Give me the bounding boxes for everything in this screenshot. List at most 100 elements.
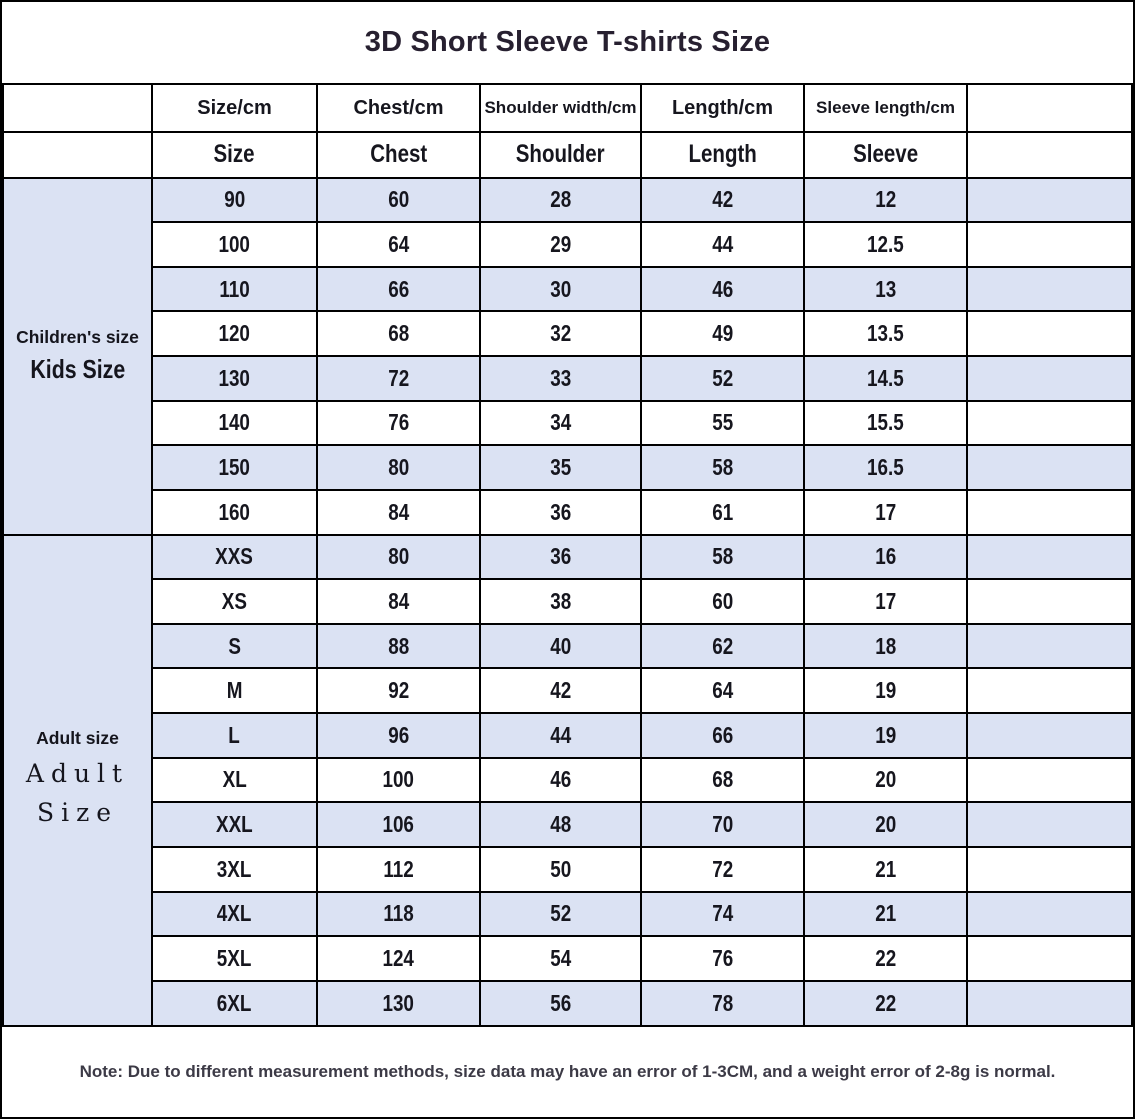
header-size: Size bbox=[151, 130, 318, 179]
size-cell-value: 140 bbox=[218, 409, 251, 436]
size-cell-value: 160 bbox=[218, 498, 251, 525]
size-cell: 46 bbox=[640, 265, 805, 313]
size-cell-value: 12 bbox=[875, 186, 896, 213]
size-cell-value: 36 bbox=[550, 543, 571, 570]
size-cell: 92 bbox=[316, 667, 481, 715]
size-cell: 160 bbox=[151, 488, 318, 536]
size-cell-value: 22 bbox=[875, 989, 896, 1016]
size-cell-value: 68 bbox=[712, 766, 733, 793]
size-cell-value: 36 bbox=[550, 498, 571, 525]
empty-cell bbox=[966, 578, 1133, 625]
size-cell-value: 118 bbox=[383, 900, 414, 927]
size-cell-value: 34 bbox=[550, 409, 571, 436]
size-cell: 13 bbox=[803, 265, 968, 313]
size-cell: 88 bbox=[316, 622, 481, 670]
size-cell: 46 bbox=[479, 756, 642, 804]
header-length-cm: Length/cm bbox=[640, 83, 805, 133]
empty-cell bbox=[966, 221, 1133, 268]
size-cell-value: 42 bbox=[550, 677, 571, 704]
header-shoulder-cm: Shoulder width/cm bbox=[479, 83, 642, 133]
size-cell: 5XL bbox=[151, 935, 318, 982]
size-cell-value: 20 bbox=[875, 766, 896, 793]
size-cell: 96 bbox=[316, 712, 481, 759]
size-cell: 16 bbox=[803, 533, 968, 581]
size-cell-value: 76 bbox=[388, 409, 409, 436]
size-cell: 76 bbox=[640, 935, 805, 982]
size-cell-value: 76 bbox=[712, 944, 733, 971]
size-cell: 52 bbox=[640, 355, 805, 402]
header-chest-cm: Chest/cm bbox=[316, 83, 481, 133]
empty-cell bbox=[966, 533, 1133, 581]
group-label-cell: Children's size Kids Size bbox=[2, 176, 153, 536]
size-cell-value: 52 bbox=[712, 364, 733, 391]
group-label-cell: Adult size Adult Size bbox=[2, 533, 153, 1027]
size-cell: 80 bbox=[316, 533, 481, 581]
size-cell: 3XL bbox=[151, 845, 318, 893]
size-cell: 38 bbox=[479, 578, 642, 625]
size-cell-value: 35 bbox=[550, 454, 571, 481]
size-cell: 58 bbox=[640, 444, 805, 491]
table-row: L 96 44 66 19 bbox=[3, 712, 1133, 759]
size-cell-value: 124 bbox=[382, 944, 415, 971]
size-cell: 124 bbox=[316, 935, 481, 982]
size-cell-value: 28 bbox=[550, 186, 571, 213]
size-cell-value: 64 bbox=[388, 230, 409, 257]
header-empty-cell bbox=[966, 83, 1133, 133]
size-cell-value: 42 bbox=[712, 186, 733, 213]
size-cell: 64 bbox=[640, 667, 805, 715]
size-cell-value: 72 bbox=[388, 364, 409, 391]
size-cell-value: 40 bbox=[550, 632, 571, 659]
size-cell-value: 110 bbox=[219, 275, 250, 302]
size-cell: XXL bbox=[151, 801, 318, 848]
table-row: 100 64 29 44 12.5 bbox=[3, 221, 1133, 268]
empty-cell bbox=[966, 890, 1133, 938]
size-cell: 84 bbox=[316, 578, 481, 625]
size-cell: 22 bbox=[803, 979, 968, 1027]
size-cell-value: L bbox=[228, 721, 241, 748]
size-cell: 44 bbox=[479, 712, 642, 759]
size-cell: 42 bbox=[479, 667, 642, 715]
size-cell-value: S bbox=[228, 632, 241, 659]
size-cell-value: 15.5 bbox=[867, 409, 904, 436]
size-cell: 17 bbox=[803, 488, 968, 536]
size-cell-value: M bbox=[226, 677, 243, 704]
header-names-row: Size Chest Shoulder Length Sleeve bbox=[2, 130, 1133, 179]
empty-cell bbox=[966, 399, 1133, 447]
size-cell: 17 bbox=[803, 578, 968, 625]
table-row: Children's size Kids Size 90 60 28 42 12 bbox=[2, 176, 1133, 536]
size-cell-value: 32 bbox=[550, 320, 571, 347]
size-cell: 100 bbox=[316, 756, 481, 804]
size-cell-value: 88 bbox=[388, 632, 409, 659]
size-cell: 72 bbox=[316, 355, 481, 402]
size-cell-value: 19 bbox=[875, 677, 896, 704]
note-row: Note: Due to different measurement metho… bbox=[3, 1024, 1132, 1117]
size-cell-value: 46 bbox=[712, 275, 733, 302]
size-cell-value: 84 bbox=[388, 587, 409, 614]
table-row: XL 100 46 68 20 bbox=[3, 756, 1133, 804]
size-cell-value: XL bbox=[222, 766, 247, 793]
header-corner-cell bbox=[2, 83, 153, 133]
size-cell: 29 bbox=[479, 221, 642, 268]
table-row: M 92 42 64 19 bbox=[3, 667, 1133, 715]
size-cell: 112 bbox=[316, 845, 481, 893]
size-cell-value: 13 bbox=[875, 275, 896, 302]
size-cell-value: 130 bbox=[382, 989, 415, 1016]
size-cell: 56 bbox=[479, 979, 642, 1027]
size-cell: 21 bbox=[803, 845, 968, 893]
size-cell-value: 60 bbox=[712, 587, 733, 614]
size-cell-value: 78 bbox=[712, 989, 733, 1016]
size-cell: 54 bbox=[479, 935, 642, 982]
size-cell-value: 5XL bbox=[217, 944, 252, 971]
size-cell: 12.5 bbox=[803, 221, 968, 268]
size-cell-value: 30 bbox=[550, 275, 571, 302]
size-cell: 80 bbox=[316, 444, 481, 491]
size-cell: 34 bbox=[479, 399, 642, 447]
header-size-cm: Size/cm bbox=[151, 83, 318, 133]
empty-cell bbox=[966, 712, 1133, 759]
size-cell-value: 16.5 bbox=[867, 454, 904, 481]
group-label: Adult size bbox=[36, 727, 119, 748]
group-sublabel: Kids Size bbox=[30, 354, 125, 385]
size-cell: 40 bbox=[479, 622, 642, 670]
size-cell: 49 bbox=[640, 310, 805, 358]
